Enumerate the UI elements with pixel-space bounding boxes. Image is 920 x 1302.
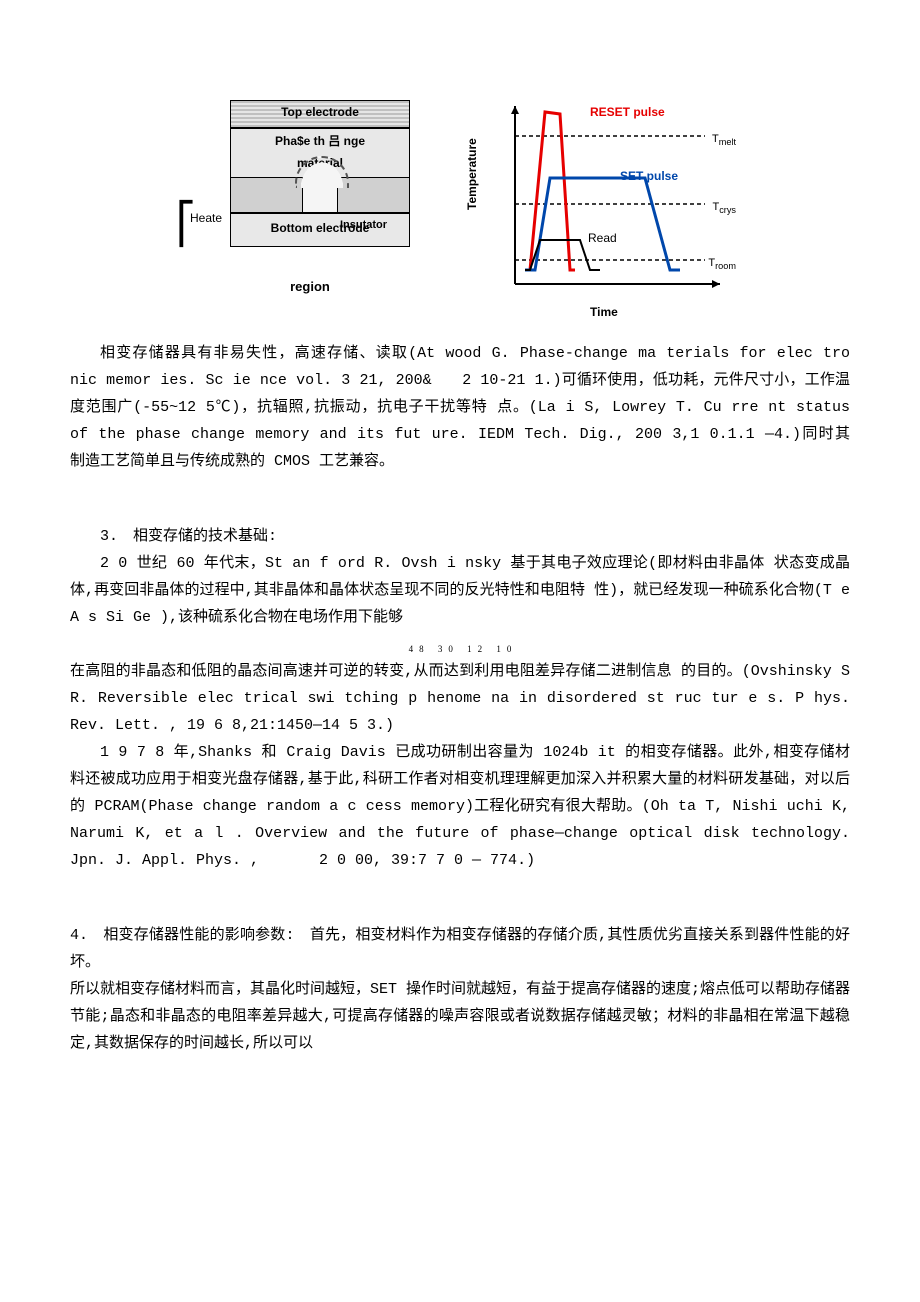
figure-row: ⎡ Top electrode Pha$e th 吕 nge material … [70,100,850,320]
phase-change-text-1: Pha$e th 吕 nge [231,131,409,153]
tcrys-sub: crys [719,205,736,215]
tmelt-label: Tmelt [712,130,736,151]
tcrys-label: Tcrys [712,198,736,219]
section-3-para-1: 2 0 世纪 60 年代末，St an f ord R. Ovsh i nsky… [70,550,850,631]
y-axis-arrow-icon [511,106,519,114]
y-axis-label: Temperature [462,138,484,210]
pulse-chart: Temperature Time RESET pulse SET pulse R… [470,100,730,320]
troom-sub: room [715,261,736,271]
section-3-para-2: 在高阻的非晶态和低阻的晶态间高速并可逆的转变,从而达到利用电阻差异存储二进制信息… [70,658,850,739]
troom-label: Troom [708,254,736,275]
section-4-para-1: 所以就相变存储材料而言，其晶化时间越短，SET 操作时间就越短，有益于提高存储器… [70,976,850,1057]
heater-label: Heate [190,208,222,230]
tmelt-sub: melt [719,137,736,147]
pulse-chart-svg [470,100,730,300]
set-label: SET pulse [620,166,678,188]
read-label: Read [588,228,617,250]
section-4-heading: 4. 相变存储器性能的影响参数: 首先，相变材料作为相变存储器的存储介质,其性质… [70,922,850,976]
set-pulse-path [525,178,680,270]
x-axis-label: Time [590,302,618,324]
reset-label: RESET pulse [590,102,665,124]
teassige-subscripts: 48 30 12 10 [409,641,518,657]
region-label: region [190,275,430,298]
device-diagram: ⎡ Top electrode Pha$e th 吕 nge material … [190,100,430,298]
heater-pillar [302,178,338,212]
heater-row [230,178,410,213]
insulator-left [231,178,302,212]
section-gap-1 [70,475,850,523]
insulator-label: Insutator [340,216,387,236]
x-axis-arrow-icon [712,280,720,288]
top-electrode-layer: Top electrode [230,100,410,128]
section-3-para-3: 1 9 7 8 年,Shanks 和 Craig Davis 已成功研制出容量为… [70,739,850,874]
section-gap-2 [70,874,850,922]
subscript-row: 48 30 12 10 [70,631,850,658]
section-3-heading: 3. 相变存储的技术基础: [70,523,850,550]
paragraph-intro: 相变存储器具有非易失性，高速存储、读取(At wood G. Phase-cha… [70,340,850,475]
tmelt-t: T [712,133,719,145]
